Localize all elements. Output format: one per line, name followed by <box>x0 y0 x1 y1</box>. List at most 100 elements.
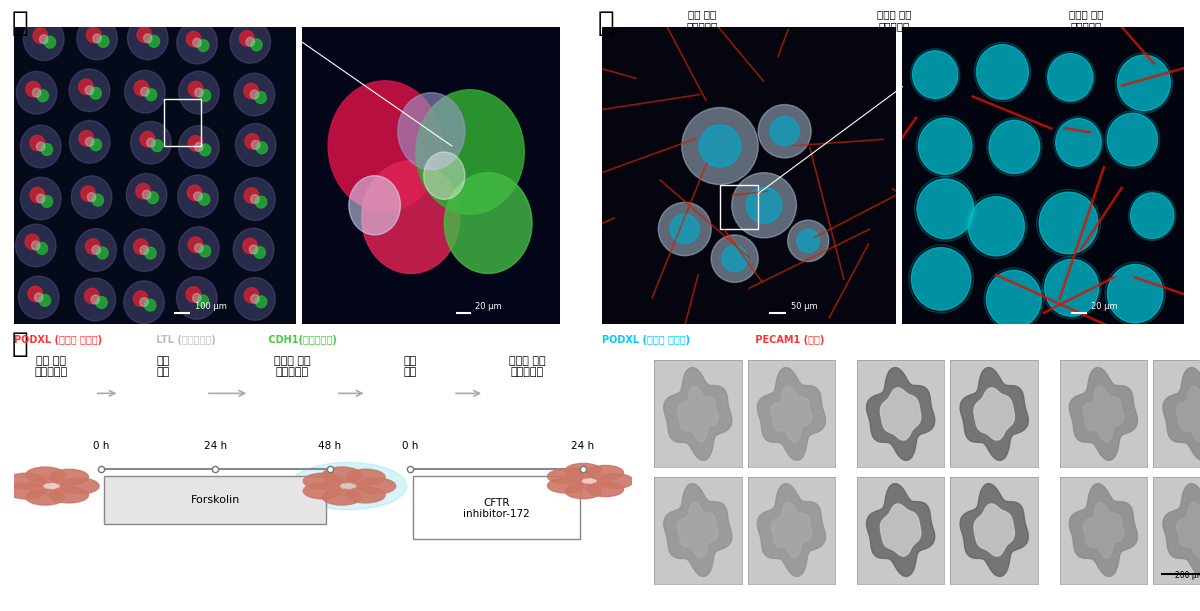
Circle shape <box>70 69 109 112</box>
Circle shape <box>244 188 259 203</box>
Polygon shape <box>757 368 826 460</box>
Circle shape <box>235 277 275 320</box>
Text: 정상 신장
오가노이드: 정상 신장 오가노이드 <box>686 9 718 31</box>
Polygon shape <box>1163 484 1200 576</box>
Circle shape <box>194 88 203 97</box>
Circle shape <box>18 276 59 319</box>
Circle shape <box>758 104 811 158</box>
Circle shape <box>187 185 202 200</box>
Circle shape <box>92 34 101 43</box>
Circle shape <box>304 473 342 489</box>
Circle shape <box>416 90 524 214</box>
Circle shape <box>199 144 211 156</box>
Circle shape <box>918 118 972 174</box>
Circle shape <box>134 81 149 96</box>
Circle shape <box>1117 55 1170 111</box>
Polygon shape <box>770 502 812 558</box>
Circle shape <box>968 197 1025 256</box>
Circle shape <box>35 293 43 302</box>
Circle shape <box>144 299 156 311</box>
Circle shape <box>234 73 275 116</box>
Circle shape <box>1130 193 1174 238</box>
Polygon shape <box>974 388 1014 440</box>
Circle shape <box>77 17 118 60</box>
Text: CFTR
inhibitor-172: CFTR inhibitor-172 <box>463 498 530 519</box>
Circle shape <box>145 247 156 259</box>
Bar <box>104 476 326 524</box>
Circle shape <box>85 137 94 146</box>
Circle shape <box>712 235 758 282</box>
Polygon shape <box>677 386 719 442</box>
Polygon shape <box>1163 368 1200 460</box>
Circle shape <box>193 192 203 201</box>
Circle shape <box>787 220 829 262</box>
Circle shape <box>186 287 200 302</box>
Text: 낭종
억제: 낭종 억제 <box>403 356 416 378</box>
Circle shape <box>547 478 583 493</box>
Circle shape <box>565 484 601 499</box>
Circle shape <box>76 278 115 321</box>
Circle shape <box>188 136 203 151</box>
Circle shape <box>251 295 259 303</box>
Circle shape <box>246 37 254 46</box>
Circle shape <box>198 40 209 51</box>
Polygon shape <box>770 386 812 442</box>
Polygon shape <box>757 484 826 576</box>
Circle shape <box>20 125 61 168</box>
Text: 정상 신장
오가노이드: 정상 신장 오가노이드 <box>35 356 68 378</box>
Circle shape <box>245 288 259 303</box>
Circle shape <box>346 469 385 485</box>
Circle shape <box>179 71 220 114</box>
Circle shape <box>137 27 151 43</box>
Circle shape <box>25 489 65 505</box>
Circle shape <box>124 281 164 323</box>
Text: 0 h: 0 h <box>402 441 418 451</box>
Circle shape <box>86 27 101 43</box>
Circle shape <box>16 224 56 267</box>
Circle shape <box>144 34 152 43</box>
Circle shape <box>746 188 782 223</box>
Circle shape <box>242 238 258 254</box>
Circle shape <box>323 489 361 505</box>
Text: CDH1(원위세뇨관): CDH1(원위세뇨관) <box>265 335 336 345</box>
Text: PODXL (사구체 족세포): PODXL (사구체 족세포) <box>602 335 690 345</box>
Circle shape <box>1108 265 1163 323</box>
Circle shape <box>124 229 164 271</box>
Circle shape <box>240 31 254 46</box>
Circle shape <box>356 478 396 494</box>
Circle shape <box>194 142 203 152</box>
Circle shape <box>568 472 611 490</box>
Circle shape <box>145 89 157 101</box>
Circle shape <box>251 39 262 51</box>
Circle shape <box>149 35 160 47</box>
Circle shape <box>140 131 155 147</box>
Circle shape <box>199 245 211 257</box>
Circle shape <box>60 478 100 494</box>
Text: 20 μm: 20 μm <box>475 302 502 310</box>
Circle shape <box>977 45 1028 99</box>
Circle shape <box>250 245 258 254</box>
Circle shape <box>44 36 55 48</box>
Circle shape <box>324 477 372 496</box>
Circle shape <box>770 117 799 146</box>
Text: 가: 가 <box>12 9 29 37</box>
Circle shape <box>304 483 342 499</box>
Circle shape <box>323 467 361 483</box>
Circle shape <box>289 463 407 510</box>
Circle shape <box>88 192 96 202</box>
Text: Forskolin: Forskolin <box>191 495 240 505</box>
Circle shape <box>912 51 958 98</box>
Circle shape <box>179 126 220 168</box>
Circle shape <box>986 270 1042 328</box>
Text: 100 μm: 100 μm <box>194 302 227 310</box>
Bar <box>720 185 758 229</box>
Circle shape <box>254 247 265 258</box>
Circle shape <box>28 477 76 496</box>
Text: PODXL (사구체 족세포): PODXL (사구체 족세포) <box>14 335 102 345</box>
Circle shape <box>235 123 276 166</box>
Circle shape <box>140 87 149 96</box>
Circle shape <box>1039 192 1098 254</box>
Polygon shape <box>866 484 935 576</box>
Circle shape <box>40 295 50 306</box>
Circle shape <box>598 474 634 488</box>
